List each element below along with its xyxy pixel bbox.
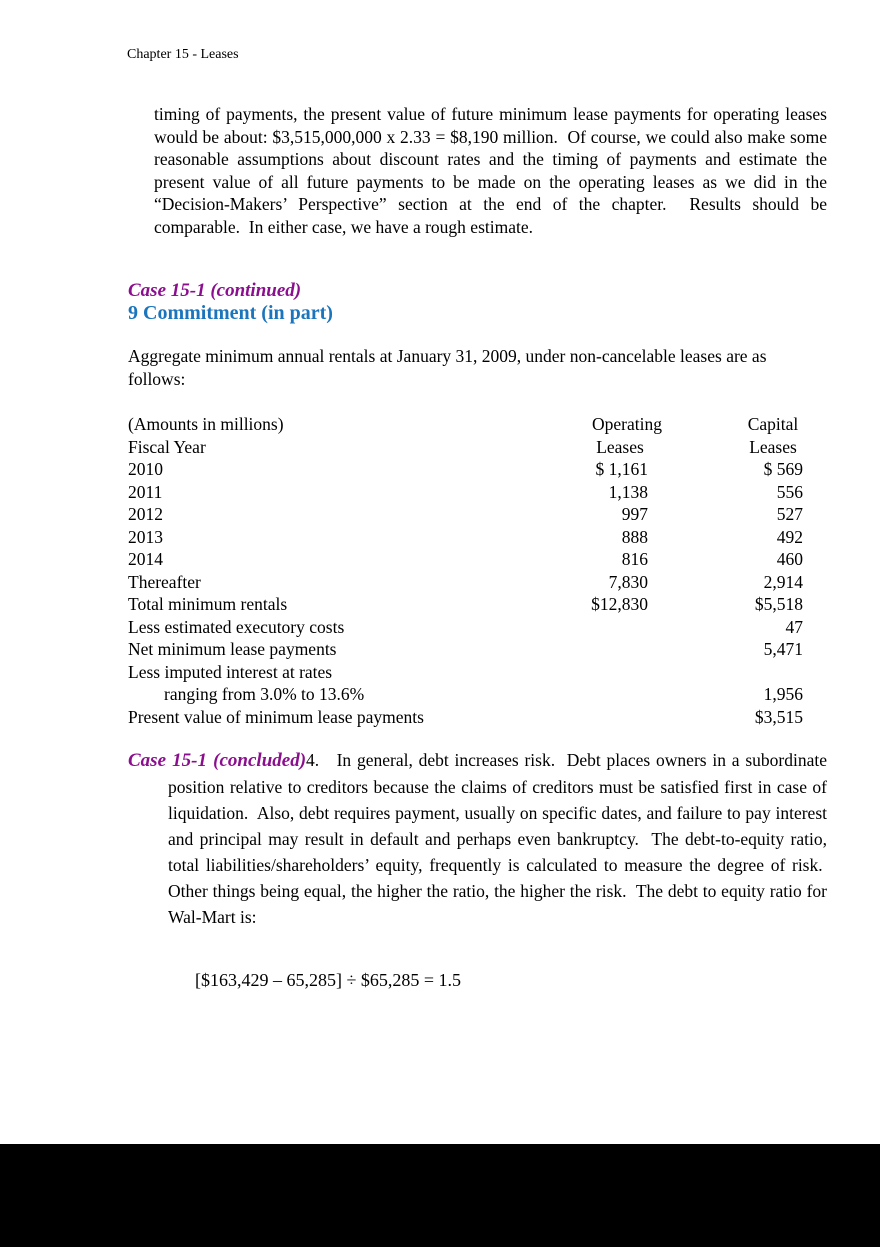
case-concluded-heading: Case 15-1 (concluded) [128, 750, 307, 771]
capital-value: 556 [776, 481, 803, 502]
case-continued-heading: Case 15-1 (continued) [128, 280, 302, 301]
operating-value [518, 638, 648, 661]
operating-value: 7,830 [608, 571, 648, 592]
case-continued-block: Case 15-1 (continued) 9 Commitment (in p… [128, 279, 333, 325]
chapter-header: Chapter 15 - Leases [127, 47, 239, 62]
row-label: 2014 [128, 549, 163, 569]
table-row: 2010 $ 1,161 $ 569 [128, 458, 803, 481]
row-label: Thereafter [128, 571, 201, 592]
table-row: Thereafter 7,830 2,914 [128, 571, 803, 594]
row-label: Present value of minimum lease payments [128, 706, 424, 727]
row-label: Less estimated executory costs [128, 616, 345, 637]
item-number: 4. [306, 750, 337, 770]
capital-value: $ 569 [763, 459, 803, 479]
table-row: 2014 816 460 [128, 548, 803, 571]
operating-value [518, 683, 648, 706]
table-row: 2013 888 492 [128, 526, 803, 549]
table-note: (Amounts in millions) [128, 414, 284, 434]
row-label: Less imputed interest at rates [128, 661, 333, 682]
intro-paragraph: timing of payments, the present value of… [154, 104, 827, 237]
aggregate-rentals-paragraph: Aggregate minimum annual rentals at Janu… [128, 346, 767, 389]
capital-value: 47 [785, 616, 804, 637]
case-concluded-paragraph: Case 15-1 (concluded)4. In general, debt… [128, 747, 827, 930]
row-label: ranging from 3.0% to 13.6% [164, 684, 365, 704]
table-row: Net minimum lease payments 5,471 [128, 638, 803, 661]
capital-value: $3,515 [754, 706, 803, 727]
lease-table: (Amounts in millions) Operating Capital … [128, 413, 803, 728]
operating-value: 816 [621, 549, 648, 569]
operating-column-header: Operating [592, 414, 662, 434]
row-label: 2010 [128, 459, 163, 479]
table-row: ranging from 3.0% to 13.6% 1,956 [128, 683, 803, 706]
operating-value [518, 616, 648, 639]
capital-value: 2,914 [763, 571, 803, 592]
capital-value: 1,956 [763, 684, 803, 704]
operating-value: $ 1,161 [595, 459, 649, 479]
capital-value: 5,471 [763, 639, 803, 659]
capital-leases-subheader: Leases [749, 436, 797, 457]
capital-value: 492 [776, 526, 803, 547]
operating-value: $12,830 [591, 594, 648, 614]
commitment-subheading: 9 Commitment (in part) [128, 302, 333, 324]
table-row: Less estimated executory costs 47 [128, 616, 803, 639]
row-label: 2013 [128, 526, 163, 547]
table-row: 2012 997 527 [128, 503, 803, 526]
operating-value: 997 [621, 504, 648, 524]
bottom-black-band [0, 1144, 880, 1247]
table-subheader-row: Fiscal Year Leases Leases [128, 436, 803, 459]
row-label: 2012 [128, 504, 163, 524]
capital-value: 527 [776, 504, 803, 524]
operating-value [518, 661, 648, 684]
table-row: Total minimum rentals $12,830 $5,518 [128, 593, 803, 616]
operating-value: 888 [621, 526, 648, 547]
capital-value: $5,518 [754, 594, 803, 614]
capital-column-header: Capital [747, 414, 799, 434]
operating-value: 1,138 [608, 481, 648, 502]
operating-leases-subheader: Leases [596, 436, 644, 457]
capital-value [648, 661, 803, 684]
row-label: Total minimum rentals [128, 594, 288, 614]
table-row: Present value of minimum lease payments … [128, 706, 803, 729]
operating-value [518, 706, 648, 729]
fiscal-year-label: Fiscal Year [128, 436, 206, 457]
table-header-row: (Amounts in millions) Operating Capital [128, 413, 803, 436]
row-label: 2011 [128, 481, 163, 502]
table-row: 2011 1,138 556 [128, 481, 803, 504]
capital-value: 460 [776, 549, 803, 569]
case-concluded-text: In general, debt increases risk. Debt pl… [168, 750, 828, 927]
debt-equity-formula: [$163,429 – 65,285] ÷ $65,285 = 1.5 [195, 970, 462, 990]
row-label: Net minimum lease payments [128, 639, 337, 659]
table-row: Less imputed interest at rates [128, 661, 803, 684]
